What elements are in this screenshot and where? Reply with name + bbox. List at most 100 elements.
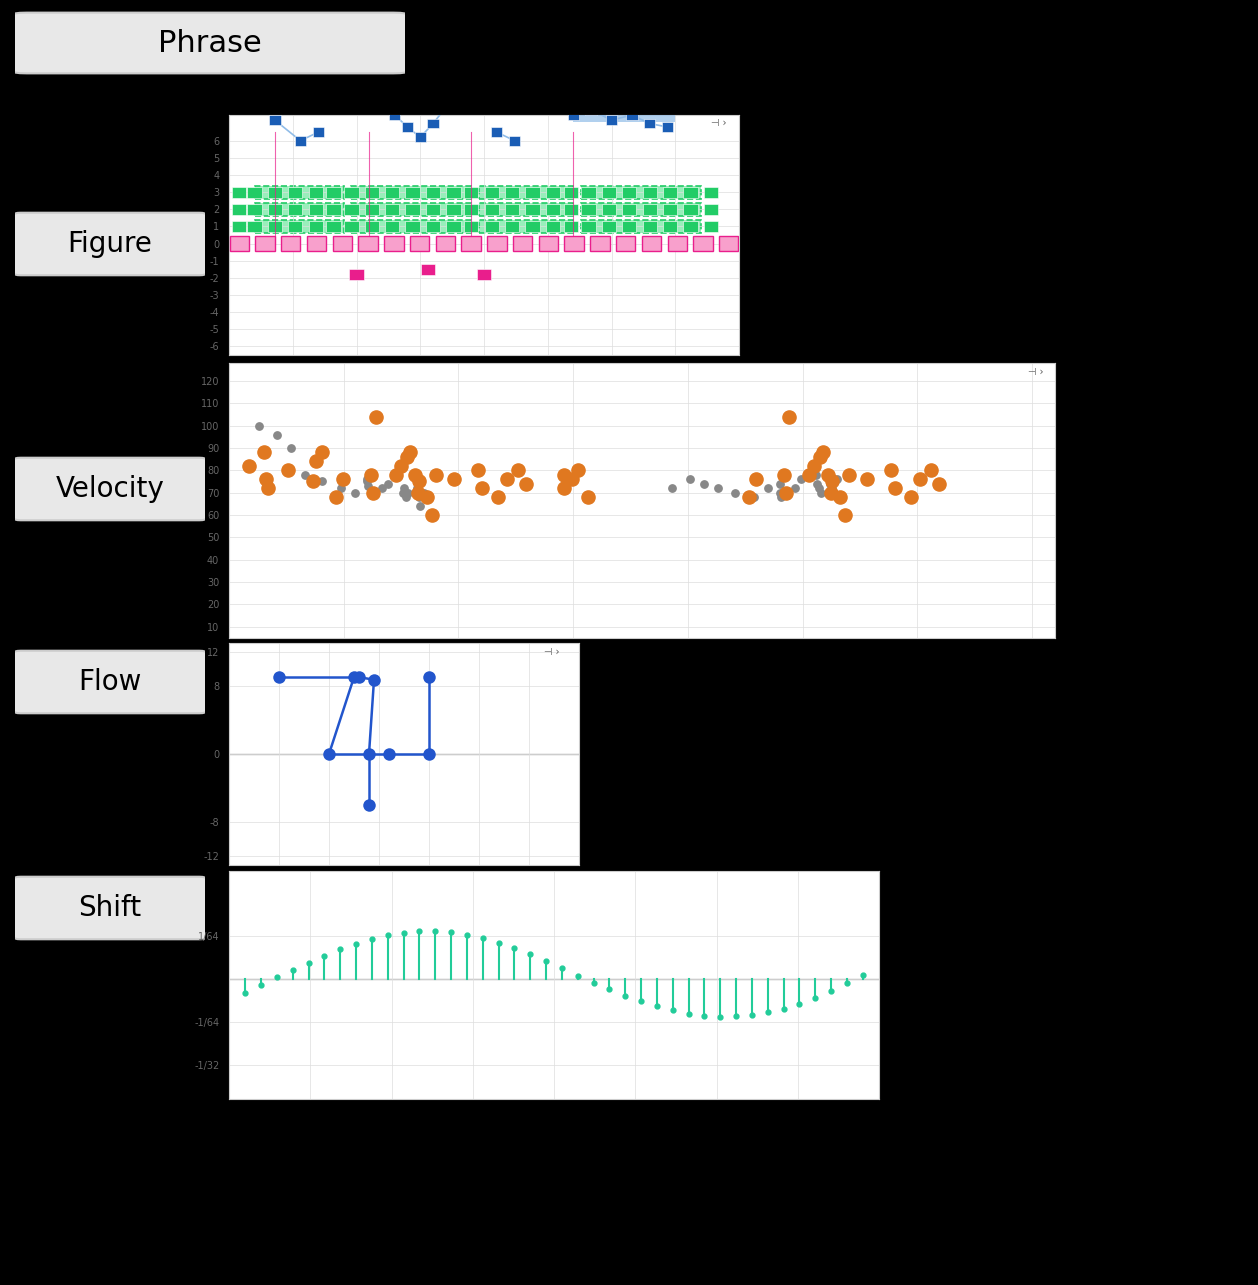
Point xyxy=(681,469,701,490)
Point xyxy=(331,478,351,499)
FancyBboxPatch shape xyxy=(462,236,481,251)
Point xyxy=(366,406,386,427)
Point xyxy=(770,473,790,493)
FancyBboxPatch shape xyxy=(435,236,455,251)
FancyBboxPatch shape xyxy=(477,269,491,280)
Point xyxy=(249,415,269,436)
FancyBboxPatch shape xyxy=(385,204,399,215)
Point xyxy=(254,442,274,463)
FancyBboxPatch shape xyxy=(601,221,616,231)
Point xyxy=(386,464,406,484)
FancyBboxPatch shape xyxy=(11,13,409,73)
Point xyxy=(554,464,574,484)
FancyBboxPatch shape xyxy=(231,186,247,198)
FancyBboxPatch shape xyxy=(254,185,343,199)
Point xyxy=(759,478,779,499)
FancyBboxPatch shape xyxy=(464,204,478,215)
Point xyxy=(911,469,931,490)
FancyBboxPatch shape xyxy=(405,186,420,198)
FancyBboxPatch shape xyxy=(13,213,206,275)
FancyBboxPatch shape xyxy=(385,186,399,198)
FancyBboxPatch shape xyxy=(448,93,459,103)
FancyBboxPatch shape xyxy=(623,204,637,215)
FancyBboxPatch shape xyxy=(313,127,323,137)
FancyBboxPatch shape xyxy=(384,236,404,251)
FancyBboxPatch shape xyxy=(643,204,657,215)
FancyBboxPatch shape xyxy=(504,221,520,231)
Text: Flow: Flow xyxy=(78,668,142,696)
FancyBboxPatch shape xyxy=(281,236,301,251)
FancyBboxPatch shape xyxy=(268,221,282,231)
Point xyxy=(391,456,411,477)
Point xyxy=(281,438,301,459)
FancyBboxPatch shape xyxy=(564,186,577,198)
Point xyxy=(372,478,392,499)
Point xyxy=(821,472,842,492)
FancyBboxPatch shape xyxy=(509,136,521,145)
Point xyxy=(820,473,840,493)
Point xyxy=(416,487,437,508)
Point xyxy=(508,460,528,481)
FancyBboxPatch shape xyxy=(546,186,560,198)
Point xyxy=(821,478,842,499)
Point xyxy=(398,482,418,502)
FancyBboxPatch shape xyxy=(644,118,655,128)
FancyBboxPatch shape xyxy=(268,204,282,215)
Point xyxy=(396,447,416,468)
Point xyxy=(738,487,759,508)
Point xyxy=(829,487,849,508)
FancyBboxPatch shape xyxy=(326,204,341,215)
FancyBboxPatch shape xyxy=(345,221,359,231)
FancyBboxPatch shape xyxy=(703,204,718,215)
FancyBboxPatch shape xyxy=(420,263,435,275)
FancyBboxPatch shape xyxy=(513,236,532,251)
Point xyxy=(312,442,332,463)
Text: Phrase: Phrase xyxy=(159,28,262,58)
FancyBboxPatch shape xyxy=(643,186,657,198)
Point xyxy=(267,424,287,445)
Point xyxy=(930,473,950,493)
FancyBboxPatch shape xyxy=(248,204,262,215)
FancyBboxPatch shape xyxy=(254,220,343,233)
FancyBboxPatch shape xyxy=(447,204,460,215)
Point xyxy=(901,487,921,508)
FancyBboxPatch shape xyxy=(526,204,540,215)
Point xyxy=(779,406,799,427)
Point xyxy=(725,482,745,502)
Point xyxy=(694,473,715,493)
Point xyxy=(333,469,353,490)
Point xyxy=(776,482,796,502)
Point xyxy=(554,478,574,499)
Point xyxy=(884,478,905,499)
Point xyxy=(813,442,833,463)
Point xyxy=(410,496,430,517)
Point xyxy=(396,487,416,508)
FancyBboxPatch shape xyxy=(526,186,540,198)
FancyBboxPatch shape xyxy=(288,186,302,198)
FancyBboxPatch shape xyxy=(623,221,637,231)
FancyBboxPatch shape xyxy=(546,204,560,215)
Point xyxy=(239,456,259,477)
FancyBboxPatch shape xyxy=(546,221,560,231)
FancyBboxPatch shape xyxy=(484,186,498,198)
FancyBboxPatch shape xyxy=(269,116,281,125)
Point xyxy=(882,460,902,481)
FancyBboxPatch shape xyxy=(668,236,687,251)
Point xyxy=(421,505,442,526)
FancyBboxPatch shape xyxy=(581,220,701,233)
Point xyxy=(326,487,346,508)
FancyBboxPatch shape xyxy=(351,185,472,199)
FancyBboxPatch shape xyxy=(415,132,426,143)
FancyBboxPatch shape xyxy=(447,186,460,198)
Point xyxy=(405,464,425,484)
Point xyxy=(770,482,790,502)
Point xyxy=(743,487,764,508)
FancyBboxPatch shape xyxy=(590,236,610,251)
Point xyxy=(312,472,332,492)
Point xyxy=(662,478,682,499)
FancyBboxPatch shape xyxy=(294,136,306,145)
FancyBboxPatch shape xyxy=(693,236,713,251)
FancyBboxPatch shape xyxy=(683,221,698,231)
Point xyxy=(345,482,365,502)
FancyBboxPatch shape xyxy=(351,220,472,233)
